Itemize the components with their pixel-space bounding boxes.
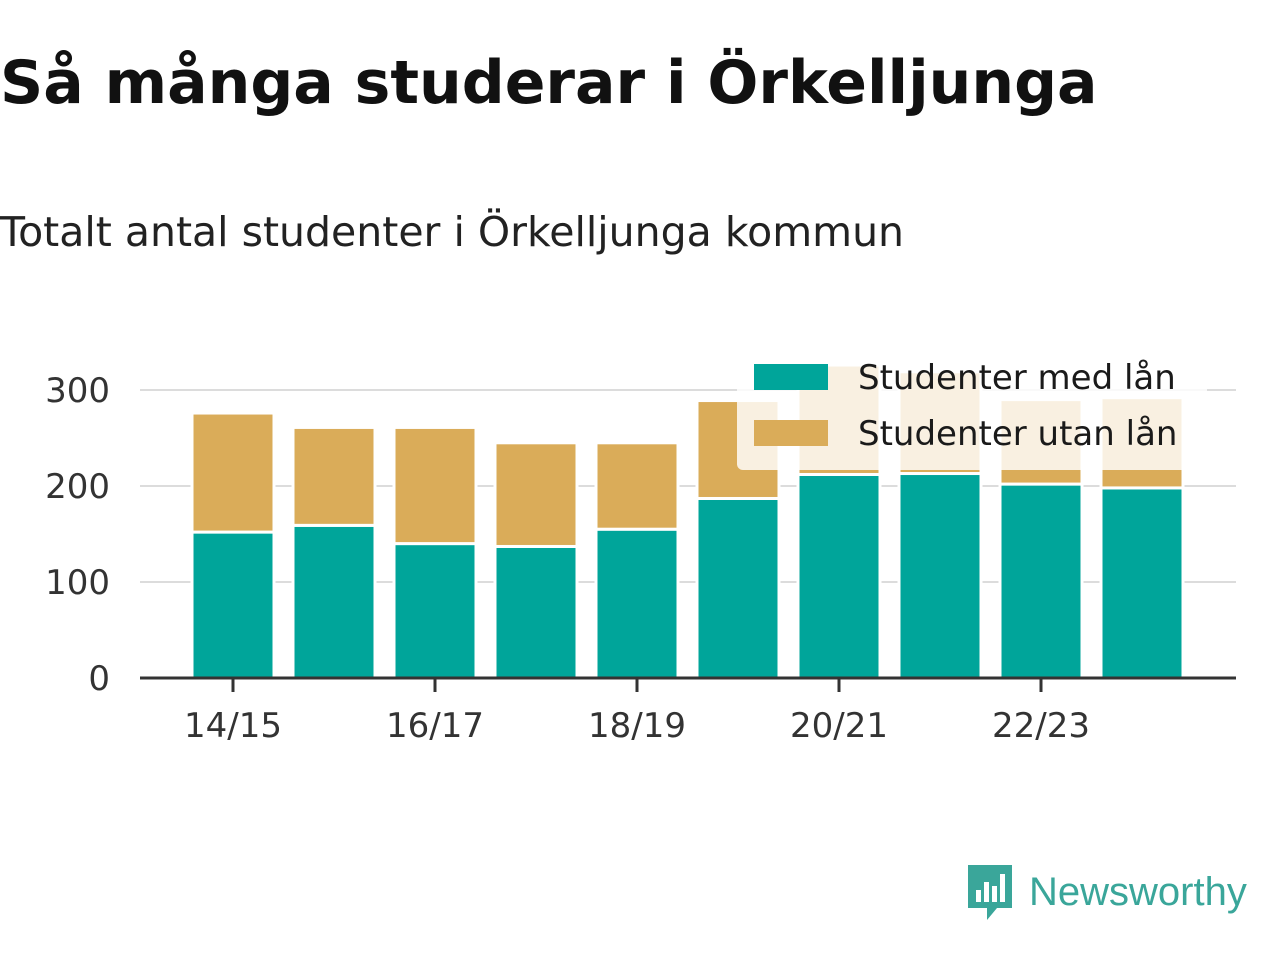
brand-logo: Newsworthy <box>965 862 1247 922</box>
chart-subtitle: Totalt antal studenter i Örkelljunga kom… <box>0 208 905 256</box>
x-tick-label: 22/23 <box>992 706 1090 746</box>
bar-med-lan <box>998 482 1084 680</box>
y-axis-ticks: 0 100 200 300 <box>45 371 110 699</box>
bar-med-lan <box>493 544 579 680</box>
legend-swatch <box>754 364 828 390</box>
bar-med-lan <box>594 527 680 680</box>
legend-background <box>737 352 1207 470</box>
y-tick-label: 200 <box>45 467 110 507</box>
brand-name: Newsworthy <box>1029 869 1247 914</box>
bar-med-lan <box>190 530 276 680</box>
bar-med-lan <box>392 542 478 680</box>
x-tick-label: 14/15 <box>184 706 282 746</box>
newsworthy-logo-icon <box>968 865 1012 920</box>
y-tick-label: 300 <box>45 371 110 411</box>
x-tick-label: 18/19 <box>588 706 686 746</box>
bar-utan-lan <box>392 425 478 546</box>
bar-med-lan <box>897 472 983 680</box>
bar-utan-lan <box>190 411 276 534</box>
bar-med-lan <box>796 472 882 680</box>
bar-med-lan <box>1099 486 1185 680</box>
legend-label: Studenter med lån <box>858 358 1176 398</box>
legend-label: Studenter utan lån <box>858 414 1177 454</box>
x-tick-label: 20/21 <box>790 706 888 746</box>
legend-swatch <box>754 420 828 446</box>
y-tick-label: 0 <box>88 659 110 699</box>
y-tick-label: 100 <box>45 563 110 603</box>
bar-med-lan <box>291 523 377 680</box>
bar-utan-lan <box>291 425 377 527</box>
bar-utan-lan <box>493 441 579 548</box>
x-axis-ticks: 14/15 16/17 18/19 20/21 22/23 <box>184 678 1090 746</box>
x-tick-label: 16/17 <box>386 706 484 746</box>
bar-utan-lan <box>594 441 680 531</box>
legend: Studenter med lån Studenter utan lån <box>737 352 1207 470</box>
chart-title: Så många studerar i Örkelljunga <box>0 48 1098 118</box>
bar-med-lan <box>695 496 781 680</box>
